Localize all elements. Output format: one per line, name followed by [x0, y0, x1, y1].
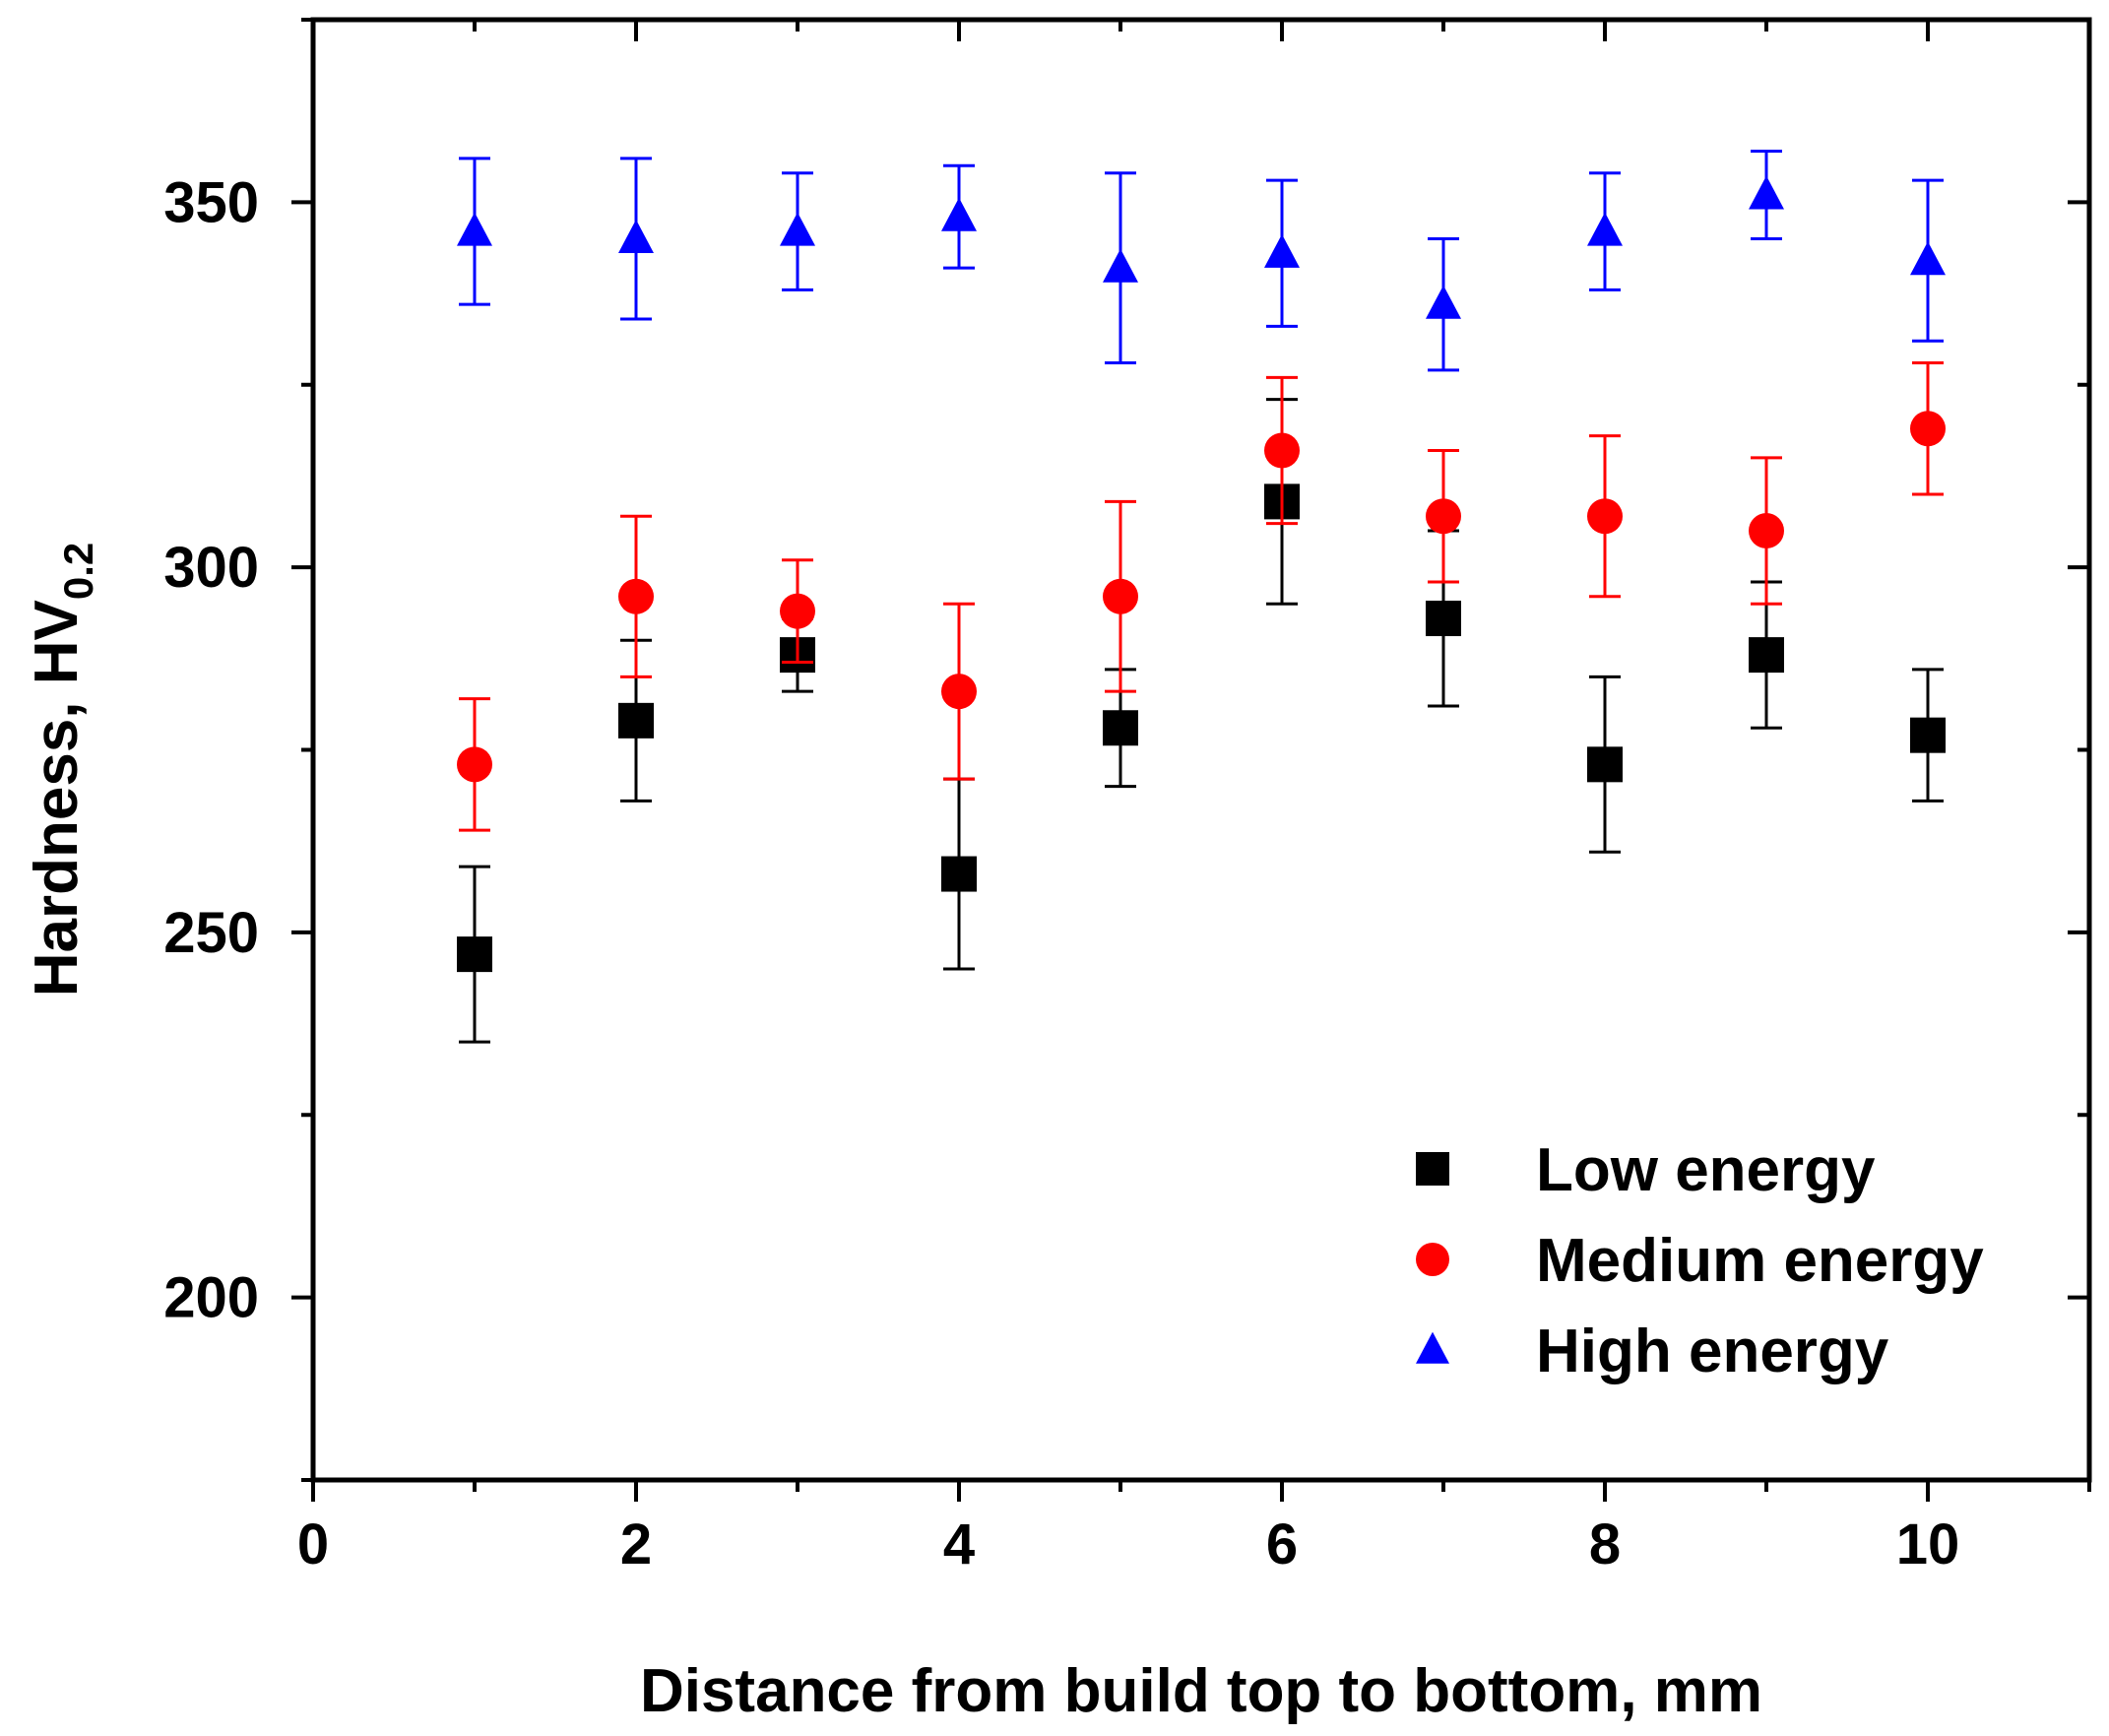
circle-marker [1749, 513, 1784, 549]
x-tick-label: 8 [1589, 1512, 1621, 1576]
plot-marks [457, 149, 1946, 1044]
triangle-marker [1416, 1331, 1449, 1364]
series-medium-energy [457, 361, 1946, 832]
circle-marker [1910, 411, 1946, 447]
y-axis-title: Hardness, HV0.2 [23, 543, 101, 997]
triangle-marker [941, 197, 977, 231]
y-axis-title-subscript: 0.2 [55, 543, 101, 600]
triangle-marker [780, 212, 815, 246]
circle-marker [618, 578, 654, 614]
triangle-marker [1103, 248, 1138, 283]
square-marker [1910, 717, 1946, 753]
triangle-marker [1910, 241, 1946, 276]
circle-marker [1103, 578, 1138, 614]
x-tick-label: 10 [1896, 1512, 1960, 1576]
circle-marker [1426, 498, 1461, 535]
x-tick-label: 0 [297, 1512, 329, 1576]
square-marker [457, 936, 492, 973]
legend-label: High energy [1536, 1318, 1889, 1385]
circle-marker [1587, 498, 1623, 535]
circle-marker [1264, 432, 1300, 469]
y-tick-label: 250 [163, 901, 259, 965]
triangle-marker [457, 212, 492, 246]
series-low-energy [457, 398, 1946, 1044]
circle-marker [457, 746, 492, 783]
series-high-energy [457, 149, 1946, 372]
x-tick-label: 2 [620, 1512, 652, 1576]
triangle-marker [618, 220, 654, 254]
triangle-marker [1587, 212, 1623, 246]
circle-marker [1416, 1243, 1449, 1276]
legend-label: Low energy [1536, 1136, 1876, 1204]
triangle-marker [1749, 175, 1784, 210]
square-marker [1749, 637, 1784, 674]
circle-marker [780, 593, 815, 629]
y-axis-title-main: Hardness, HV [23, 600, 91, 997]
square-marker [941, 856, 977, 892]
triangle-marker [1426, 285, 1461, 319]
y-tick-label: 300 [163, 536, 259, 600]
y-tick-label: 200 [163, 1266, 259, 1330]
square-marker [1416, 1152, 1449, 1186]
square-marker [1587, 746, 1623, 783]
square-marker [1103, 710, 1138, 746]
legend-label: Medium energy [1536, 1227, 1984, 1295]
x-axis-title: Distance from build top to bottom, mm [640, 1657, 1762, 1725]
y-tick-label: 350 [163, 170, 259, 234]
square-marker [1426, 601, 1461, 637]
x-tick-label: 6 [1266, 1512, 1298, 1576]
axis-ticks: 0 2 4 6 8 10 200 250 300 350 [163, 18, 2091, 1576]
circle-marker [941, 674, 977, 710]
triangle-marker [1264, 233, 1300, 268]
legend: Low energy Medium energy High energy [1416, 1136, 1984, 1385]
x-tick-label: 4 [943, 1512, 975, 1576]
square-marker [618, 702, 654, 739]
